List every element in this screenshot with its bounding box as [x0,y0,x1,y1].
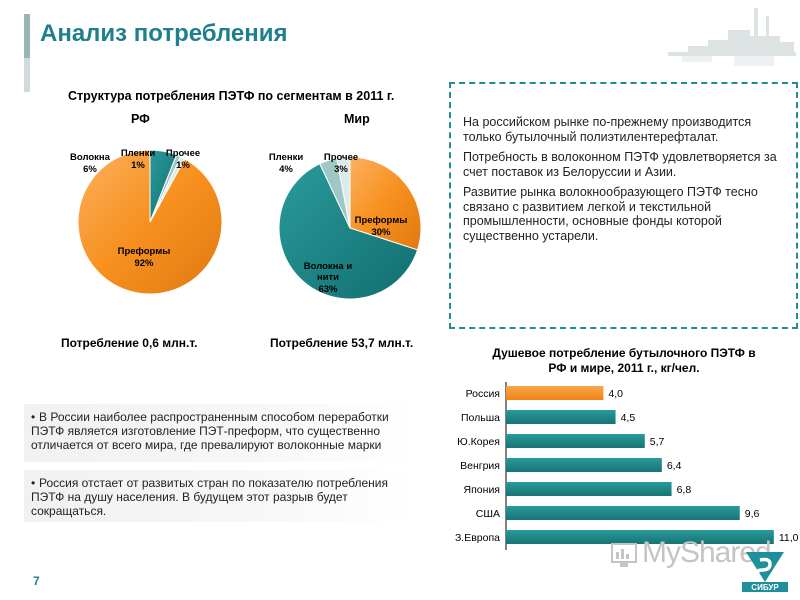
page-number: 7 [33,574,40,588]
title-accent-bar [24,14,30,58]
bullet-text-1: В России наиболее распространенным спосо… [31,410,389,452]
pie-world [278,156,422,300]
pie-world-label-films-pct: 4% [279,164,293,175]
bar-value-label: 5,7 [650,436,665,448]
bar-category-label: Венгрия [460,460,500,472]
watermark-screen-icon [611,543,637,567]
pie-world-label-preforms-pct: 30% [371,227,391,238]
pie-rf [77,149,223,295]
pie-rf-label-other-pct: 1% [176,160,190,171]
bar-value-label: 6,8 [677,484,692,496]
pie-rf-subtitle: РФ [131,112,150,126]
pie-rf-slice-4 [149,156,186,223]
bar-4 [506,458,662,472]
svg-text:СИБУР: СИБУР [751,583,779,592]
factory-icon [668,8,796,66]
bullet-dot: • [31,476,36,490]
pie-rf-label-preforms-pct: 92% [134,258,154,269]
pie-rf-consumption: Потребление 0,6 млн.т. [61,336,198,350]
bar-chart-title-line-1: Душевое потребление бутылочного ПЭТФ в [492,346,756,360]
pie-rf-label-preforms: Преформы [118,246,171,257]
pie-world-label-other-pct: 3% [334,164,348,175]
bar-category-label: Россия [466,388,500,400]
info-paragraph-2: Потребность в волоконном ПЭТФ удовлетвор… [463,150,777,179]
pie-world-slice-2 [278,163,419,300]
info-paragraph-3: Развитие рынка волокнообразующего ПЭТФ т… [463,185,758,243]
bar-series: Россия 4,0 Польша 4,5 Ю.Корея 5,7 Венгрия 6,4 Яп… [455,386,799,544]
bar-category-label: З.Европа [455,532,500,544]
pie-world-label-preforms: Преформы [355,215,408,226]
bar-5 [506,482,672,496]
pie-world-label-other: Прочее [324,152,358,163]
bar-1 [506,386,604,400]
sibur-logo-icon: СИБУР [742,552,788,592]
pie-world-consumption: Потребление 53,7 млн.т. [270,336,414,350]
pie-rf-label-fibers: Волокна [70,152,111,163]
bar-3 [506,434,645,448]
pie-rf-label-other: Прочее [166,148,200,159]
bar-chart-title: Душевое потребление бутылочного ПЭТФ в Р… [448,346,800,376]
info-paragraph-1: На российском рынке по-прежнему производ… [463,115,752,144]
info-box: На российском рынке по-прежнему производ… [449,82,798,329]
bullet-text-2: Россия отстает от развитых стран по пока… [31,476,388,518]
bar-chart: Россия 4,0 Польша 4,5 Ю.Корея 5,7 Венгрия 6,4 Яп… [455,382,799,550]
pie-rf-label-films-pct: 1% [131,160,145,171]
pie-rf-label-films: Пленки [121,148,156,159]
pie-world-slice-4 [336,156,351,229]
title-accent-bar-light [24,58,30,92]
pie-world-label-fibers-pct: 63% [318,284,338,295]
pie-world-label-fibers-2: нити [317,272,339,283]
bar-category-label: США [476,508,500,520]
pie-world-label-films: Пленки [269,152,304,163]
bar-value-label: 9,6 [745,508,760,520]
pie-world-label-fibers: Волокна и [304,261,353,272]
bar-6 [506,506,740,520]
bullet-dot: • [31,410,36,424]
bar-2 [506,410,616,424]
bar-category-label: Япония [464,484,500,496]
bar-7 [506,530,774,544]
bar-category-label: Ю.Корея [457,436,500,448]
bar-value-label: 11,0 [779,532,799,544]
pies-title: Структура потребления ПЭТФ по сегментам … [68,89,395,103]
bullet-box-2: • Россия отстает от развитых стран по пок… [24,470,413,522]
bullet-box-1: • В России наиболее распространенным спос… [24,404,413,462]
bar-chart-title-line-2: РФ и мире, 2011 г., кг/чел. [548,361,700,375]
bar-value-label: 4,5 [621,412,636,424]
bar-value-label: 6,4 [667,460,682,472]
bar-value-label: 4,0 [608,388,623,400]
pie-world-subtitle: Мир [344,112,370,126]
pie-world-slice-1 [349,156,422,251]
pie-charts: Преформы 92% Волокна 6% Пленки 1% Прочее… [70,148,422,300]
bar-category-label: Польша [461,412,500,424]
page-title: Анализ потребления [40,20,288,47]
pie-rf-label-fibers-pct: 6% [83,164,97,175]
